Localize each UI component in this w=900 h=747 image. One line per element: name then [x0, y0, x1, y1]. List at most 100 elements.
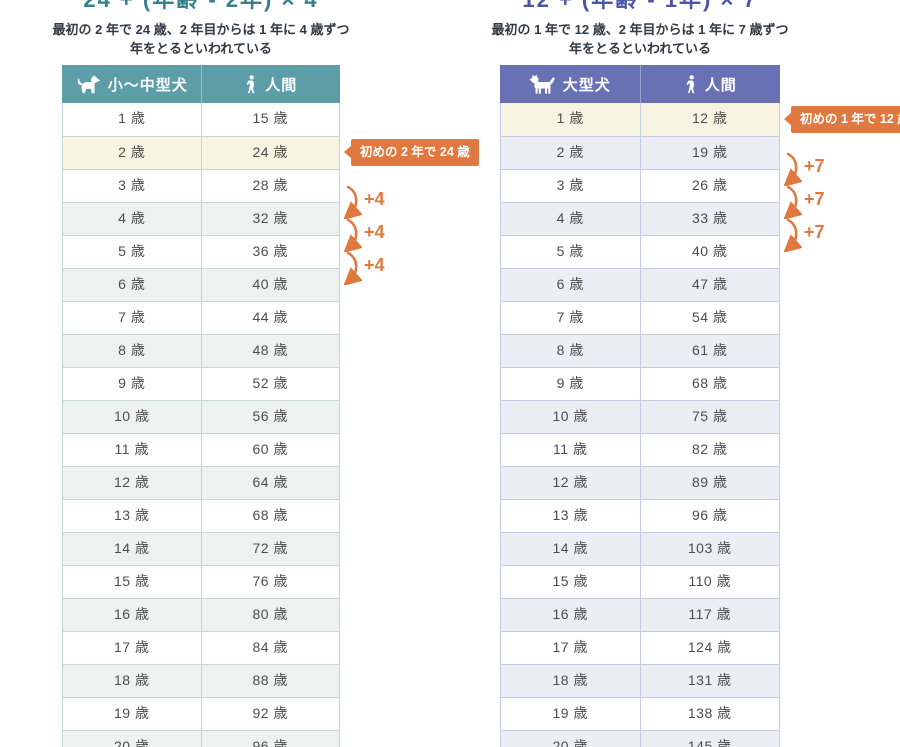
table-description: 最初の 2 年で 24 歳、2 年目からは 1 年に 4 歳ずつ 年をとるといわ… [53, 20, 350, 58]
human-age-cell: 26 歳 [639, 170, 780, 202]
dog-age-cell: 15 歳 [552, 573, 588, 589]
dog-age-cell: 16 歳 [552, 606, 588, 622]
human-age-cell: 47 歳 [639, 269, 780, 301]
person-icon [246, 74, 255, 93]
table-row: 12 歳 89 歳 [501, 466, 779, 499]
human-age-cell: 96 歳 [200, 731, 340, 747]
table-row: 9 歳 68 歳 [501, 367, 779, 400]
dog-column-header: 大型犬 [500, 65, 640, 103]
human-age-cell: 117 歳 [639, 599, 780, 631]
table-row: 13 歳 96 歳 [501, 499, 779, 532]
human-age-cell: 145 歳 [639, 731, 780, 747]
dog-age-cell: 13 歳 [552, 507, 588, 523]
table-row: 4 歳 32 歳 [63, 202, 339, 235]
increment-label: +4 [364, 188, 385, 209]
human-age-cell: 75 歳 [639, 401, 780, 433]
human-age-cell: 110 歳 [639, 566, 780, 598]
table-row: 14 歳 103 歳 [501, 532, 779, 565]
human-age-cell: 15 歳 [200, 103, 340, 136]
table-row: 5 歳 40 歳 [501, 235, 779, 268]
annotation-layer: 初めの 1 年で 12 歳 +7 +7 +7 [780, 65, 900, 747]
curved-arrow-icon [784, 218, 802, 252]
human-column-header: 人間 [200, 65, 341, 103]
dog-column-label: 小〜中型犬 [107, 76, 188, 94]
dog-age-cell: 10 歳 [552, 408, 588, 424]
table-row: 20 歳 96 歳 [63, 730, 339, 747]
human-age-cell: 32 歳 [200, 203, 340, 235]
human-age-cell: 40 歳 [639, 236, 780, 268]
dog-age-cell: 19 歳 [114, 705, 150, 721]
table-row: 18 歳 88 歳 [63, 664, 339, 697]
table-row: 16 歳 117 歳 [501, 598, 779, 631]
small-dog-icon [77, 74, 101, 93]
table-row: 2 歳 19 歳 [501, 136, 779, 169]
human-age-cell: 61 歳 [639, 335, 780, 367]
human-age-cell: 40 歳 [200, 269, 340, 301]
increment-label: +7 [804, 155, 825, 176]
human-age-cell: 33 歳 [639, 203, 780, 235]
table-row: 16 歳 80 歳 [63, 598, 339, 631]
dog-age-cell: 4 歳 [118, 210, 146, 226]
dog-age-cell: 9 歳 [556, 375, 584, 391]
curved-arrow-icon [344, 251, 362, 285]
table-row: 11 歳 60 歳 [63, 433, 339, 466]
human-age-cell: 88 歳 [200, 665, 340, 697]
table-row: 11 歳 82 歳 [501, 433, 779, 466]
human-age-cell: 19 歳 [639, 137, 780, 169]
human-age-cell: 54 歳 [639, 302, 780, 334]
human-age-cell: 68 歳 [200, 500, 340, 532]
curved-arrow-icon [344, 185, 362, 219]
human-column-label: 人間 [265, 76, 298, 94]
human-age-cell: 28 歳 [200, 170, 340, 202]
dog-age-cell: 1 歳 [556, 110, 584, 126]
human-age-cell: 84 歳 [200, 632, 340, 664]
increment-annotation: +4 [344, 185, 385, 219]
table-row: 12 歳 64 歳 [63, 466, 339, 499]
increment-label: +4 [364, 221, 385, 242]
human-age-cell: 60 歳 [200, 434, 340, 466]
table-header: 小〜中型犬 人間 [62, 65, 340, 103]
table-row: 1 歳 12 歳 [501, 103, 779, 136]
human-age-cell: 56 歳 [200, 401, 340, 433]
increment-annotation: +7 [784, 152, 825, 186]
dog-age-cell: 2 歳 [556, 144, 584, 160]
increment-annotation: +7 [784, 185, 825, 219]
table-row: 8 歳 61 歳 [501, 334, 779, 367]
conversion-formula: 12 + (年齢 - 1年) × 7 [522, 0, 757, 11]
human-age-cell: 12 歳 [639, 103, 780, 136]
table-description-line1: 最初の 1 年で 12 歳、2 年目からは 1 年に 7 歳ずつ [491, 22, 789, 37]
human-age-cell: 72 歳 [200, 533, 340, 565]
dog-age-cell: 11 歳 [114, 441, 149, 457]
table-row: 7 歳 44 歳 [63, 301, 339, 334]
table-row: 7 歳 54 歳 [501, 301, 779, 334]
dog-age-cell: 16 歳 [114, 606, 150, 622]
dog-age-cell: 14 歳 [114, 540, 150, 556]
callout: 初めの 1 年で 12 歳 [791, 105, 900, 133]
table-description-line2: 年をとるといわれている [569, 41, 711, 56]
table-description-line1: 最初の 2 年で 24 歳、2 年目からは 1 年に 4 歳ずつ [52, 22, 350, 37]
large-dog-table-panel: 12 + (年齢 - 1年) × 7 最初の 1 年で 12 歳、2 年目からは… [492, 0, 900, 747]
curved-arrow-icon [344, 218, 362, 252]
table-row: 3 歳 28 歳 [63, 169, 339, 202]
curved-arrow-icon [784, 185, 802, 219]
annotation-layer: 初めの 2 年で 24 歳 +4 +4 +4 [340, 65, 510, 747]
increment-label: +7 [804, 221, 825, 242]
dog-age-cell: 6 歳 [556, 276, 584, 292]
human-age-cell: 44 歳 [200, 302, 340, 334]
dog-age-cell: 17 歳 [552, 639, 588, 655]
human-age-cell: 124 歳 [639, 632, 780, 664]
human-age-cell: 82 歳 [639, 434, 780, 466]
human-age-cell: 92 歳 [200, 698, 340, 730]
table-row: 19 歳 138 歳 [501, 697, 779, 730]
dog-age-cell: 11 歳 [553, 441, 588, 457]
dog-age-cell: 20 歳 [552, 738, 588, 747]
human-age-cell: 52 歳 [200, 368, 340, 400]
dog-age-cell: 17 歳 [114, 639, 150, 655]
human-age-cell: 89 歳 [639, 467, 780, 499]
dog-age-cell: 9 歳 [118, 375, 146, 391]
callout: 初めの 2 年で 24 歳 [351, 138, 479, 166]
human-age-cell: 24 歳 [200, 137, 340, 169]
table-row: 18 歳 131 歳 [501, 664, 779, 697]
human-age-cell: 103 歳 [639, 533, 780, 565]
